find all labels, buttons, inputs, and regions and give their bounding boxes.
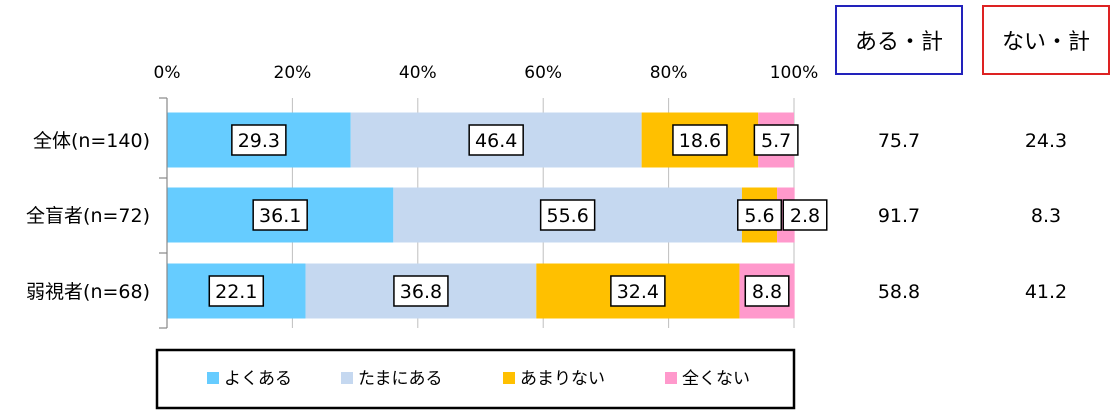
x-tick-label: 40% [399,63,437,83]
x-tick-labels: 0% 20% 40% 60% 80% 100% [154,63,819,83]
legend-label: たまにある [358,369,443,389]
legend-label: あまりない [520,369,605,389]
legend-label: 全くない [682,369,750,389]
x-tick-label: 80% [650,63,688,83]
summary-value: 24.3 [1025,130,1067,152]
summary-header-box [982,5,1110,75]
x-tick-label: 100% [770,63,819,83]
data-label-box [231,124,287,156]
data-label: 29.3 [238,130,280,152]
summary-header-box [835,5,963,75]
legend-swatch [341,372,353,384]
data-label-box [208,275,265,307]
data-label-box [468,124,524,156]
summary-value: 91.7 [878,205,920,227]
summary-columns: ある・計 75.7 91.7 58.8 ない・計 24.3 8.3 41.2 [835,5,1110,303]
data-label: 36.8 [400,281,442,303]
data-label: 8.8 [752,281,782,303]
x-tick-label: 0% [154,63,181,83]
data-label: 36.1 [259,205,301,227]
category-label: 弱視者(n=68) [26,281,150,303]
data-label-box [252,199,308,231]
legend-swatch [665,372,677,384]
data-label-box [539,199,596,231]
legend-swatch [207,372,219,384]
data-label: 46.4 [475,130,517,152]
data-label: 55.6 [546,205,588,227]
x-tick-label: 20% [274,63,312,83]
summary-value: 41.2 [1025,281,1067,303]
data-label-box [782,199,828,231]
data-label-box [393,275,449,307]
category-label: 全盲者(n=72) [26,205,150,227]
legend-label: よくある [224,369,292,389]
legend: よくある たまにある あまりない 全くない [155,348,796,410]
data-label: 22.1 [215,281,257,303]
data-label-box [737,199,783,231]
category-axis [159,97,168,329]
data-label: 2.8 [790,205,820,227]
data-label: 5.7 [761,130,791,152]
data-labels: 29.3 46.4 18.6 5.7 36.1 55.6 5.6 2.8 22.1 36.8 32.… [208,124,828,307]
category-label: 全体(n=140) [33,130,150,152]
summary-value: 8.3 [1031,205,1061,227]
data-label: 32.4 [617,281,659,303]
legend-box [155,348,796,410]
legend-swatch [503,372,515,384]
x-tick-label: 60% [524,63,562,83]
data-label: 5.6 [744,205,774,227]
data-label: 18.6 [679,130,721,152]
data-label-box [610,275,666,307]
summary-header: ある・計 [855,30,943,55]
data-label-box [753,124,799,156]
summary-value: 75.7 [878,130,920,152]
data-label-box [744,275,790,307]
summary-value: 58.8 [878,281,920,303]
summary-header: ない・計 [1002,30,1090,55]
category-labels: 全体(n=140) 全盲者(n=72) 弱視者(n=68) [26,130,150,303]
data-label-box [672,124,728,156]
